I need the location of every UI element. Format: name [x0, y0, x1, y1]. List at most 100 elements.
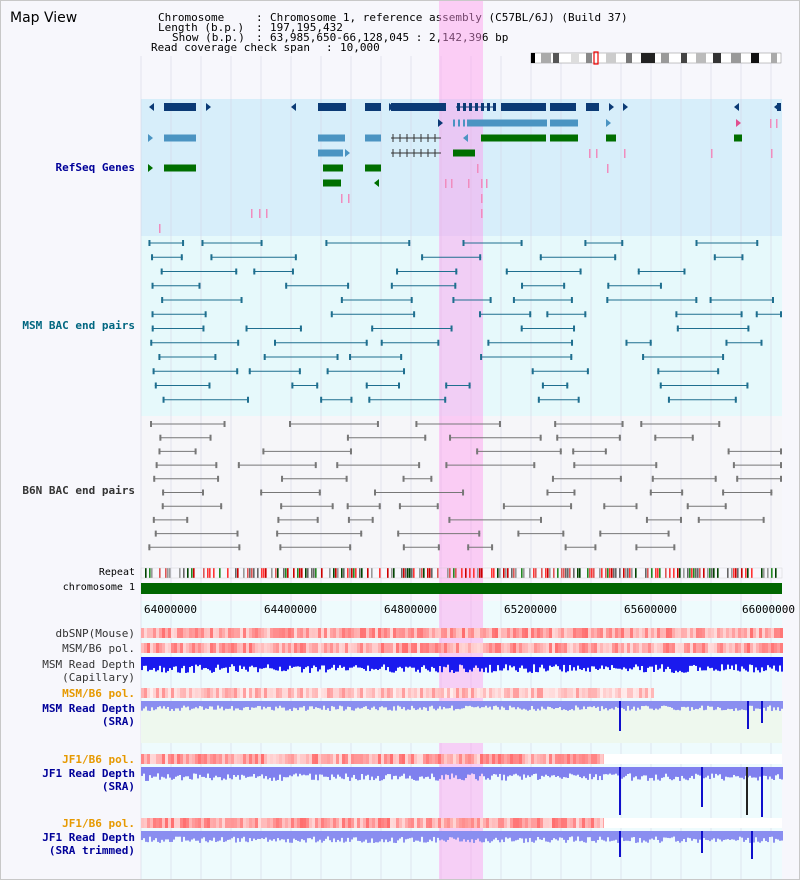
track-label-refseq[interactable]: RefSeq Genes [55, 161, 135, 174]
dbsnp-cell [717, 628, 720, 638]
b6n-bac-pair-end [722, 489, 725, 496]
jf1-depth-trim-bar [525, 831, 527, 839]
jf1-depth-sra-bar [147, 767, 149, 781]
track-label-dbsnp[interactable]: dbSNP(Mouse) [55, 627, 135, 640]
jf1-depth-sra-bar [189, 767, 191, 779]
b6n-bac-pair-end [594, 544, 597, 551]
msm-depth-cap-bar [393, 657, 395, 673]
msm-b6-pol-cell [423, 643, 426, 653]
msm-b6-pol2-cell [171, 688, 174, 698]
msm-bac-pair-end [539, 254, 542, 261]
msm-bac-pair-end [298, 368, 301, 375]
jf1-depth-trim-bar [159, 831, 161, 843]
jf1-depth-trim-bar [341, 831, 343, 838]
msm-b6-pol-cell [555, 643, 558, 653]
msm-depth-cap-bar [643, 657, 645, 673]
msm-depth-sra-bar [557, 701, 559, 709]
msm-b6-pol-cell [777, 643, 780, 653]
jf1-b6-pol2-cell [570, 818, 573, 828]
track-label-chromosome[interactable]: chromosome 1 [62, 582, 135, 593]
jf1-depth-sra-bar [309, 767, 311, 774]
jf1-b6-pol-cell [378, 754, 381, 764]
dbsnp-cell [297, 628, 300, 638]
msm-b6-pol2-cell [597, 688, 600, 698]
dbsnp-cell [309, 628, 312, 638]
msm-depth-sra-bar [325, 701, 327, 710]
jf1-depth-trim-bar [651, 831, 653, 839]
msm-b6-pol-cell [567, 643, 570, 653]
track-label-msm-bac[interactable]: MSM BAC end pairs [22, 319, 135, 332]
msm-depth-cap-bar [307, 657, 309, 667]
msm-depth-sra-bar [741, 701, 743, 710]
msm-depth-cap-bar [351, 657, 353, 668]
b6n-bac-pair-end [599, 530, 602, 537]
msm-depth-sra-bar [573, 701, 575, 711]
msm-depth-sra-bar [249, 701, 251, 710]
track-label-jf1-b6-pol-1[interactable]: JF1/B6 pol. [62, 753, 135, 766]
jf1-depth-sra-bar [209, 767, 211, 779]
msm-depth-sra-bar [395, 701, 397, 711]
jf1-depth-trim-bar [539, 831, 541, 840]
msm-b6-pol-cell [648, 643, 651, 653]
track-label-msm-b6-pol-2[interactable]: MSM/B6 pol. [62, 687, 135, 700]
msm-depth-cap-bar [779, 657, 781, 666]
msm-bac-pair-end [246, 396, 249, 403]
dbsnp-cell [669, 628, 672, 638]
track-label-jf1-b6-pol-2[interactable]: JF1/B6 pol. [62, 817, 135, 830]
jf1-depth-sra-bar [237, 767, 239, 776]
axis-tick-5: 65600000 [624, 603, 677, 616]
jf1-depth-sra-bar [537, 767, 539, 780]
msm-b6-pol2-cell [441, 688, 444, 698]
repeat-mark [321, 568, 323, 578]
jf1-b6-pol2-cell [585, 818, 588, 828]
msm-depth-sra-bar [213, 701, 215, 710]
jf1-b6-pol-cell [546, 754, 549, 764]
msm-bac-pair-end [577, 396, 580, 403]
msm-depth-cap-bar [735, 657, 737, 665]
msm-depth-sra-bar [529, 701, 531, 710]
msm-b6-pol-cell [582, 643, 585, 653]
track-label-msm-depth-sra-1[interactable]: MSM Read Depth [42, 702, 135, 715]
b6n-bac-pair-end [551, 475, 554, 482]
repeat-mark [579, 568, 581, 578]
jf1-b6-pol2-cell [225, 818, 228, 828]
track-label-repeat[interactable]: Repeat [98, 567, 135, 578]
dbsnp-cell [267, 628, 270, 638]
track-label-b6n-bac[interactable]: B6N BAC end pairs [22, 484, 135, 497]
jf1-depth-trim-bar [581, 831, 583, 841]
jf1-depth-trim-bar [453, 831, 455, 839]
jf1-depth-trim-bar [181, 831, 183, 842]
msm-depth-sra-bar [543, 701, 545, 709]
msm-depth-sra-bar [387, 701, 389, 711]
msm-b6-pol-cell [759, 643, 762, 653]
jf1-depth-sra-bar-spike [701, 767, 703, 807]
jf1-b6-pol2-cell [498, 818, 501, 828]
msm-depth-sra-bar [521, 701, 523, 710]
repeat-mark [407, 568, 409, 578]
msm-b6-pol2-cell [444, 688, 447, 698]
dbsnp-cell [261, 628, 264, 638]
track-label-jf1-depth-sra-1[interactable]: JF1 Read Depth [42, 767, 135, 780]
jf1-depth-trim-bar [627, 831, 629, 841]
track-label-jf1-depth-trim-1[interactable]: JF1 Read Depth [42, 831, 135, 844]
msm-b6-pol2-cell [636, 688, 639, 698]
msm-depth-sra-bar [523, 701, 525, 709]
msm-depth-cap-bar [235, 657, 237, 672]
msm-depth-cap-bar [663, 657, 665, 672]
jf1-depth-sra-bar [549, 767, 551, 778]
msm-depth-cap-bar [433, 657, 435, 669]
repeat-mark [521, 568, 523, 578]
msm-depth-cap-bar [313, 657, 315, 666]
msm-depth-cap-bar [265, 657, 267, 668]
refseq-exon [318, 149, 343, 157]
msm-b6-pol-cell [438, 643, 441, 653]
msm-b6-pol-cell [606, 643, 609, 653]
jf1-depth-trim-bar-spike [619, 831, 621, 857]
track-label-msm-depth-cap-1[interactable]: MSM Read Depth [42, 658, 135, 671]
jf1-depth-sra-bar [725, 767, 727, 777]
msm-depth-sra-bar [585, 701, 587, 710]
track-label-msm-b6-pol-1[interactable]: MSM/B6 pol. [62, 642, 135, 655]
repeat-mark [335, 568, 337, 578]
msm-bac-pair-end [340, 297, 343, 303]
